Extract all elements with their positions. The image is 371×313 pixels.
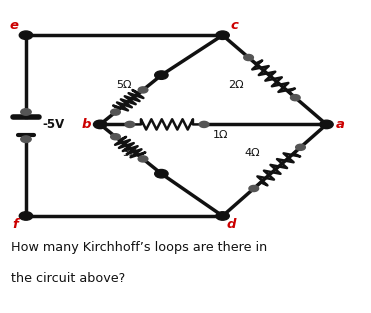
Text: a: a (336, 118, 345, 131)
Circle shape (19, 212, 33, 220)
Text: 1Ω: 1Ω (213, 130, 229, 140)
Circle shape (249, 185, 259, 192)
Circle shape (19, 31, 33, 39)
Circle shape (296, 144, 305, 150)
Circle shape (138, 87, 148, 93)
Text: 4Ω: 4Ω (245, 148, 260, 158)
Circle shape (138, 156, 148, 162)
Text: 3Ω: 3Ω (122, 148, 137, 158)
Text: 2Ω: 2Ω (228, 80, 244, 90)
Text: the circuit above?: the circuit above? (11, 272, 125, 285)
Text: f: f (13, 218, 19, 231)
Circle shape (216, 212, 229, 220)
Circle shape (320, 120, 333, 129)
Circle shape (290, 95, 300, 101)
Text: c: c (230, 19, 238, 32)
Circle shape (199, 121, 209, 127)
Circle shape (21, 109, 31, 115)
Circle shape (111, 134, 120, 140)
Circle shape (216, 31, 229, 39)
Text: e: e (10, 19, 19, 32)
Circle shape (244, 54, 253, 61)
Circle shape (155, 170, 168, 178)
Text: 5Ω: 5Ω (116, 80, 132, 90)
Circle shape (111, 109, 120, 115)
Text: -5V: -5V (43, 118, 65, 131)
Circle shape (21, 136, 31, 142)
Circle shape (155, 71, 168, 80)
Text: d: d (226, 218, 236, 231)
Circle shape (125, 121, 135, 127)
Text: How many Kirchhoff’s loops are there in: How many Kirchhoff’s loops are there in (11, 241, 267, 254)
Circle shape (93, 120, 107, 129)
Text: b: b (81, 118, 91, 131)
